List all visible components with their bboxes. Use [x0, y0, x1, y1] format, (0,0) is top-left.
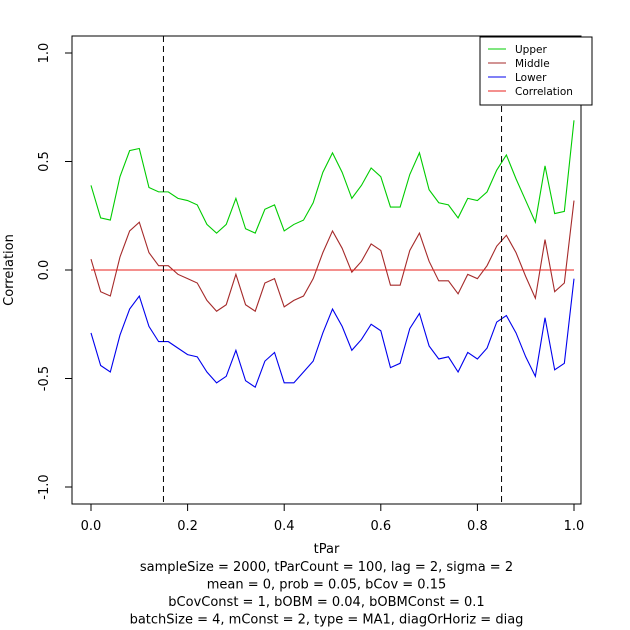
- x-tick-label: 0.8: [467, 519, 488, 534]
- legend-label: Correlation: [515, 86, 573, 98]
- legend-label: Upper: [515, 44, 547, 56]
- caption-line: sampleSize = 2000, tParCount = 100, lag …: [140, 560, 513, 575]
- y-tick-label: -1.0: [37, 474, 52, 499]
- legend-label: Middle: [515, 58, 550, 70]
- x-tick-label: 0.2: [177, 519, 198, 534]
- y-axis-title: Correlation: [2, 234, 17, 306]
- series-line-middle: [90, 200, 575, 313]
- y-axis: -1.0 -0.5 0.0 0.5 1.0: [37, 43, 73, 500]
- caption-line: batchSize = 4, mConst = 2, type = MA1, d…: [130, 613, 524, 628]
- x-tick-label: 1.0: [564, 519, 585, 534]
- chart-caption: sampleSize = 2000, tParCount = 100, lag …: [130, 560, 524, 628]
- x-axis-title: tPar: [314, 542, 340, 557]
- y-tick-label: 0.0: [37, 260, 52, 281]
- plot-lines: [90, 36, 575, 504]
- x-tick-label: 0.4: [274, 519, 295, 534]
- y-tick-label: 0.5: [37, 151, 52, 172]
- caption-line: mean = 0, prob = 0.05, bCov = 0.15: [207, 578, 447, 593]
- legend-box: [479, 36, 593, 106]
- caption-line: bCovConst = 1, bOBM = 0.04, bOBMConst = …: [168, 595, 484, 610]
- x-axis: 0.0 0.2 0.4 0.6 0.8 1.0: [81, 503, 585, 534]
- legend: Upper Middle Lower Correlation: [479, 36, 593, 106]
- legend-label: Lower: [515, 72, 547, 84]
- x-tick-label: 0.6: [370, 519, 391, 534]
- y-tick-label: 1.0: [37, 43, 52, 64]
- y-tick-label: -0.5: [37, 366, 52, 391]
- x-tick-label: 0.0: [81, 519, 102, 534]
- series-line-upper: [90, 120, 575, 234]
- series-line-lower: [90, 278, 575, 389]
